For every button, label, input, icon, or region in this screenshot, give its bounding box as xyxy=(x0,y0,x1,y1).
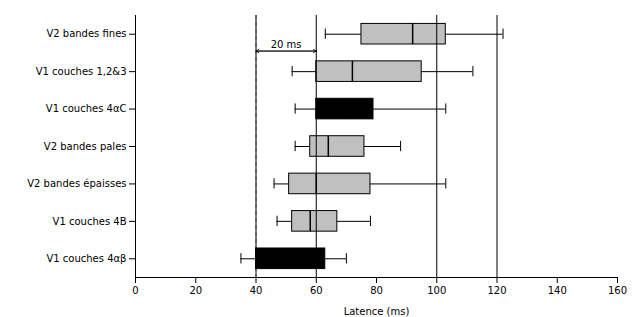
svg-text:V2 bandes épaisses: V2 bandes épaisses xyxy=(27,178,126,189)
svg-text:0: 0 xyxy=(132,285,138,296)
svg-text:V2 bandes fines: V2 bandes fines xyxy=(46,28,126,39)
svg-text:160: 160 xyxy=(608,285,627,296)
svg-text:V1 couches 4B: V1 couches 4B xyxy=(53,216,127,227)
svg-text:V1 couches 4αC: V1 couches 4αC xyxy=(46,103,127,114)
svg-text:20: 20 xyxy=(189,285,202,296)
svg-text:80: 80 xyxy=(370,285,383,296)
svg-text:140: 140 xyxy=(548,285,567,296)
svg-text:20 ms: 20 ms xyxy=(271,39,302,50)
svg-text:V1 couches 1,2&3: V1 couches 1,2&3 xyxy=(36,66,127,77)
svg-text:V1 couches 4αβ: V1 couches 4αβ xyxy=(46,253,126,264)
svg-text:60: 60 xyxy=(310,285,323,296)
svg-text:120: 120 xyxy=(487,285,506,296)
svg-text:40: 40 xyxy=(250,285,263,296)
svg-text:Latence (ms): Latence (ms) xyxy=(344,306,410,317)
svg-text:100: 100 xyxy=(427,285,446,296)
svg-text:V2 bandes pales: V2 bandes pales xyxy=(44,141,127,152)
